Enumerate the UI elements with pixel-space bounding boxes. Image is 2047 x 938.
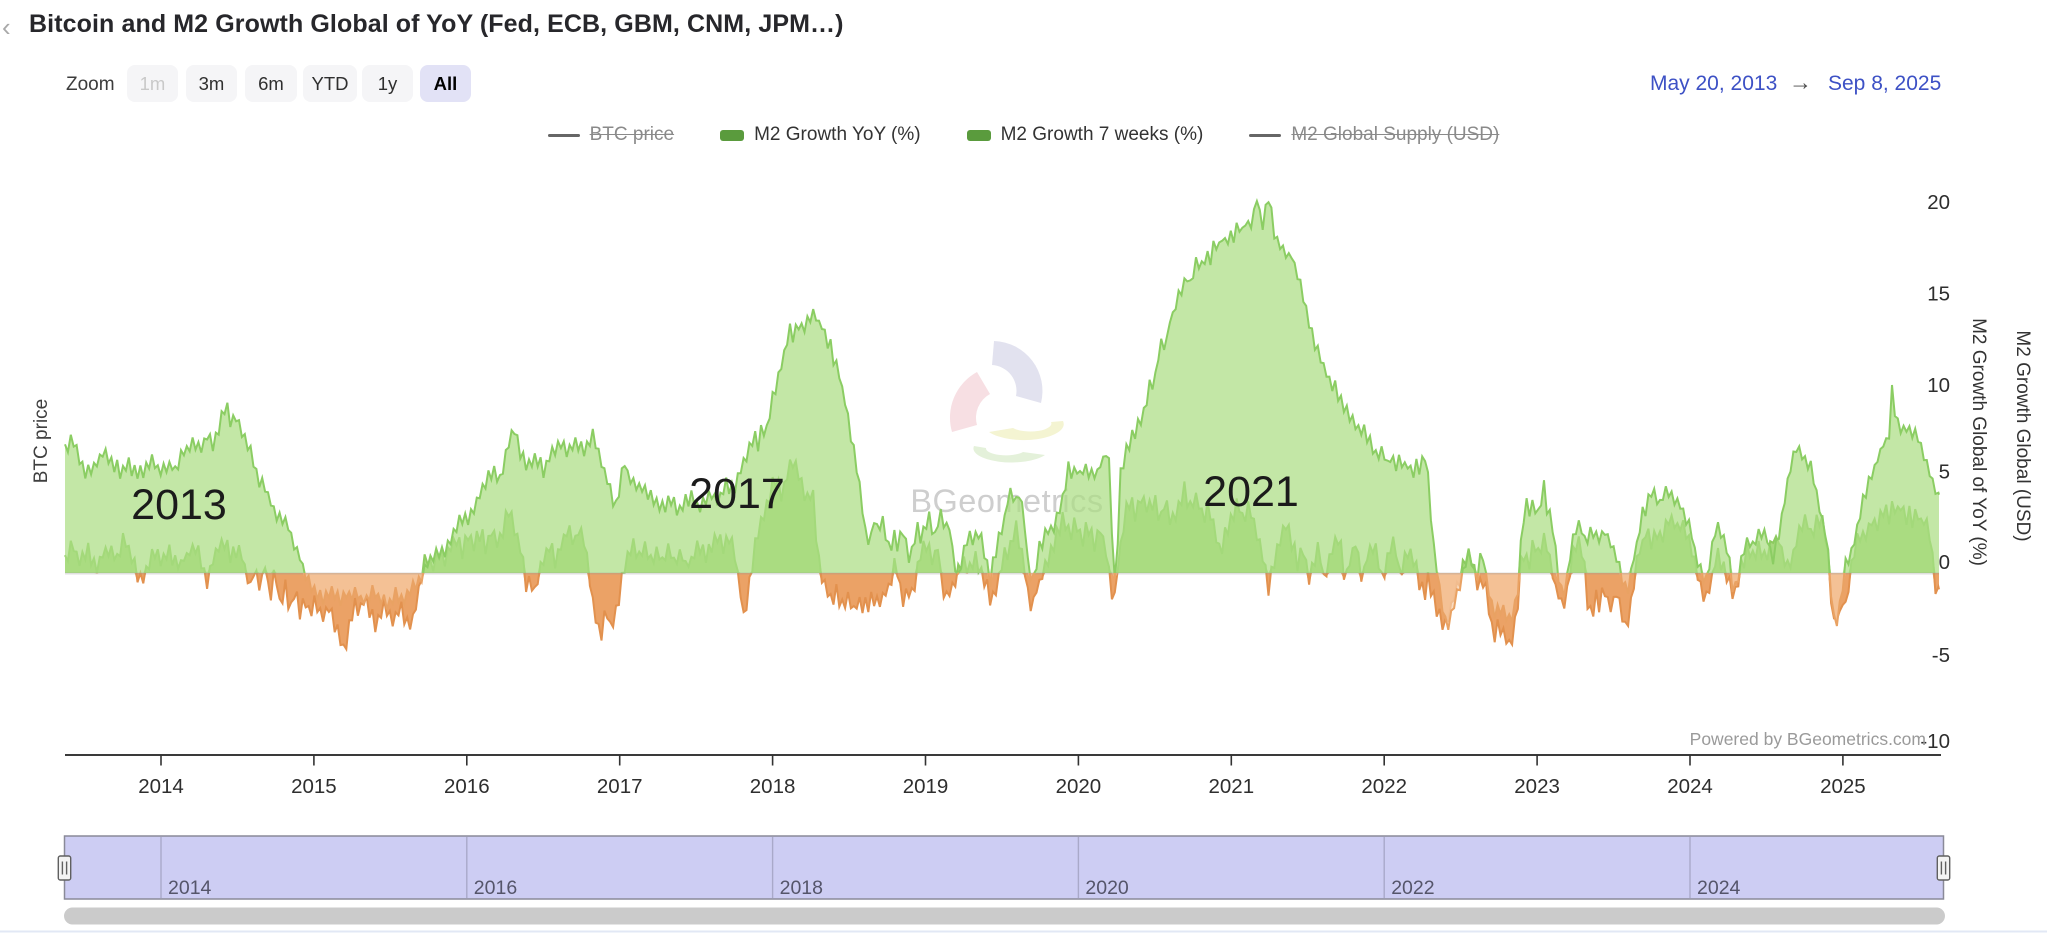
svg-text:2016: 2016 <box>474 877 517 899</box>
svg-text:2017: 2017 <box>689 470 785 518</box>
svg-text:2021: 2021 <box>1203 468 1299 516</box>
svg-text:2015: 2015 <box>291 775 337 798</box>
svg-text:2024: 2024 <box>1667 775 1713 798</box>
svg-text:2018: 2018 <box>750 775 796 798</box>
svg-text:M2 Growth Global of YoY (%): M2 Growth Global of YoY (%) <box>1968 318 1989 566</box>
svg-text:2013: 2013 <box>131 481 227 529</box>
svg-text:-10: -10 <box>1920 730 1950 753</box>
svg-text:5: 5 <box>1939 461 1950 484</box>
svg-text:2016: 2016 <box>444 775 490 798</box>
svg-text:2018: 2018 <box>780 877 823 899</box>
svg-text:2023: 2023 <box>1514 775 1560 798</box>
svg-text:2020: 2020 <box>1056 775 1102 798</box>
svg-text:2022: 2022 <box>1361 775 1407 798</box>
svg-text:BTC price: BTC price <box>31 399 52 483</box>
svg-text:2020: 2020 <box>1085 877 1129 899</box>
svg-text:10: 10 <box>1927 374 1950 397</box>
svg-text:-5: -5 <box>1932 644 1950 667</box>
svg-text:2014: 2014 <box>168 877 212 899</box>
svg-text:2025: 2025 <box>1820 775 1866 798</box>
svg-text:M2 Growth Global (USD): M2 Growth Global (USD) <box>2012 330 2033 541</box>
svg-text:2014: 2014 <box>138 775 184 798</box>
svg-text:2019: 2019 <box>903 775 949 798</box>
svg-text:15: 15 <box>1927 283 1950 306</box>
svg-text:2017: 2017 <box>597 775 643 798</box>
svg-text:Powered by BGeometrics.com: Powered by BGeometrics.com <box>1690 729 1926 749</box>
svg-text:2022: 2022 <box>1391 877 1434 899</box>
svg-text:2024: 2024 <box>1697 877 1741 899</box>
svg-text:20: 20 <box>1927 191 1950 214</box>
svg-text:0: 0 <box>1939 551 1950 574</box>
svg-text:2021: 2021 <box>1208 775 1254 798</box>
